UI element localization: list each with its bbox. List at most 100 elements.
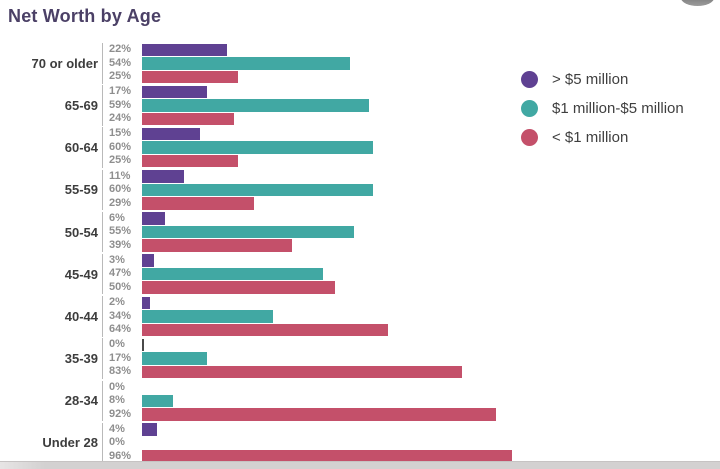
age-label: 28-34 <box>64 393 98 409</box>
age-group-row: 55-59 11% 60% 29% <box>0 169 720 211</box>
value-label: 11% <box>109 169 131 182</box>
legend-item: $1 million-$5 million <box>521 100 684 117</box>
bar <box>142 323 388 337</box>
bar-line: 17% <box>103 85 369 99</box>
bar-line: 59% <box>103 99 369 113</box>
value-label: 2% <box>109 296 125 309</box>
age-label: Under 28 <box>42 435 98 451</box>
group-bars: 11% 60% 29% <box>102 169 373 211</box>
age-group-row: 40-44 2% 34% 64% <box>0 296 720 337</box>
bar-line: 0% <box>103 338 462 352</box>
age-label: 65-69 <box>64 97 98 113</box>
bar <box>142 154 238 168</box>
value-label: 55% <box>109 225 132 238</box>
age-label: 60-64 <box>64 140 98 156</box>
age-label: 45-49 <box>64 266 98 282</box>
value-label: 29% <box>109 196 132 209</box>
legend-swatch <box>521 129 538 146</box>
bar <box>142 394 173 407</box>
bar-line: 6% <box>103 212 354 226</box>
bar-line: 34% <box>103 310 388 324</box>
bar-line: 50% <box>103 281 335 295</box>
bar <box>142 296 150 310</box>
bar-line: 64% <box>103 323 388 337</box>
bar-line: 29% <box>103 197 373 211</box>
value-label: 17% <box>109 85 132 98</box>
legend-label: > $5 million <box>552 71 629 88</box>
age-group-row: 65-69 17% 59% 24% <box>0 85 720 126</box>
value-label: 15% <box>109 127 132 140</box>
bar <box>142 239 292 252</box>
bar <box>142 197 254 210</box>
bar <box>142 338 144 352</box>
bar <box>142 281 335 294</box>
value-label: 0% <box>109 436 125 449</box>
value-label: 54% <box>109 56 132 69</box>
age-group-row: 50-54 6% 55% 39% <box>0 211 720 253</box>
bar <box>142 352 207 365</box>
value-label: 96% <box>109 449 132 462</box>
bar-line: 3% <box>103 254 335 268</box>
bar <box>142 450 512 463</box>
bar-line: 60% <box>103 183 373 197</box>
value-label: 25% <box>109 70 132 82</box>
value-label: 60% <box>109 183 132 196</box>
bar <box>142 212 165 225</box>
value-label: 34% <box>109 309 132 322</box>
bar-line: 47% <box>103 267 335 281</box>
bar <box>142 85 207 99</box>
bar <box>142 408 496 421</box>
bar-line: 60% <box>103 141 373 155</box>
bar <box>142 57 350 70</box>
bar-line: 11% <box>103 170 373 184</box>
age-group-row: 35-39 0% 17% 83% <box>0 338 720 379</box>
value-label: 6% <box>109 211 125 224</box>
bottom-edge-strip <box>0 461 720 469</box>
legend-swatch <box>521 100 538 117</box>
value-label: 25% <box>109 154 132 167</box>
age-group-row: 60-64 15% 60% 25% <box>0 127 720 168</box>
age-group-row: 70 or older 22% 54% 25% <box>0 43 720 84</box>
group-bars: 6% 55% 39% <box>102 211 354 253</box>
age-group-row: 28-34 0% 8% 92% <box>0 380 720 421</box>
legend-item: < $1 million <box>521 129 684 146</box>
value-label: 39% <box>109 238 132 251</box>
bar-line: 25% <box>103 154 373 168</box>
bar-line: 4% <box>103 423 512 437</box>
group-bars: 17% 59% 24% <box>102 85 369 126</box>
age-group-row: Under 28 4% 0% 96% <box>0 422 720 464</box>
value-label: 83% <box>109 365 132 378</box>
bar <box>142 127 200 141</box>
bar-chart: 70 or older 22% 54% 25% 65-69 17% 59% 24% 60-64 1… <box>0 43 720 465</box>
bar <box>142 99 369 112</box>
age-label: 70 or older <box>31 55 98 71</box>
bar-line: 22% <box>103 43 350 57</box>
bar-line: 96% <box>103 450 512 464</box>
age-group-row: 45-49 3% 47% 50% <box>0 253 720 295</box>
age-label: 50-54 <box>64 224 98 240</box>
bar-line: 8% <box>103 394 496 408</box>
value-label: 17% <box>109 351 132 364</box>
bar-line: 25% <box>103 70 350 84</box>
bar-line: 15% <box>103 127 373 141</box>
bar-line: 39% <box>103 239 354 253</box>
chart-title: Net Worth by Age <box>8 6 162 26</box>
legend-label: < $1 million <box>552 129 629 146</box>
group-bars: 3% 47% 50% <box>102 253 335 295</box>
value-label: 64% <box>109 323 132 336</box>
age-label: 55-59 <box>64 182 98 198</box>
group-bars: 2% 34% 64% <box>102 296 388 337</box>
corner-blob <box>681 0 714 6</box>
bar <box>142 43 227 56</box>
group-bars: 15% 60% 25% <box>102 127 373 168</box>
legend: > $5 million $1 million-$5 million < $1 mi… <box>521 71 684 158</box>
bar-line: 17% <box>103 352 462 366</box>
value-label: 3% <box>109 253 125 266</box>
bar <box>142 365 462 379</box>
bar-line: 0% <box>103 381 496 395</box>
bar-line: 55% <box>103 225 354 239</box>
value-label: 22% <box>109 43 132 55</box>
value-label: 8% <box>109 394 125 406</box>
bar-line: 54% <box>103 57 350 71</box>
